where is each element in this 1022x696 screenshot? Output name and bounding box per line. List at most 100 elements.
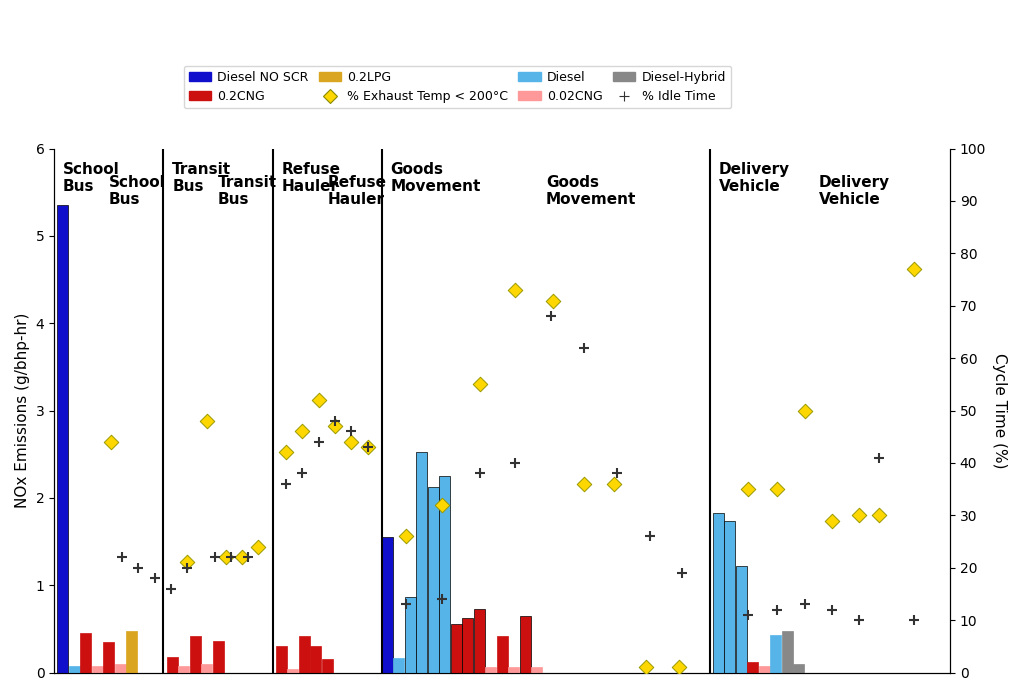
Point <box>740 609 756 620</box>
Bar <box>213 641 224 672</box>
Bar <box>771 635 781 672</box>
Point <box>670 662 687 673</box>
Point <box>343 426 360 437</box>
Point <box>609 468 625 479</box>
Point <box>327 416 343 427</box>
Bar <box>747 662 758 672</box>
Point <box>294 468 311 479</box>
Bar <box>759 666 770 672</box>
Point <box>278 478 294 489</box>
Bar <box>782 631 793 672</box>
Point <box>360 442 376 453</box>
Point <box>278 447 294 458</box>
Point <box>343 436 360 448</box>
Point <box>796 599 812 610</box>
Point <box>398 599 414 610</box>
Bar <box>201 664 212 672</box>
Text: Goods
Movement: Goods Movement <box>546 175 636 207</box>
Bar <box>167 657 178 672</box>
Bar <box>103 642 114 672</box>
Text: School
Bus: School Bus <box>108 175 166 207</box>
Point <box>206 552 223 563</box>
Point <box>223 552 239 563</box>
Point <box>162 583 179 594</box>
Point <box>234 552 250 563</box>
Bar <box>190 636 200 672</box>
Bar <box>462 618 473 672</box>
Point <box>179 557 195 568</box>
Point <box>546 295 562 306</box>
Point <box>675 567 691 578</box>
Point <box>851 615 868 626</box>
Bar <box>276 647 287 672</box>
Bar <box>287 669 298 672</box>
Bar <box>298 636 310 672</box>
Point <box>796 405 812 416</box>
Point <box>871 509 887 521</box>
Point <box>311 395 327 406</box>
Point <box>575 342 592 354</box>
Bar <box>127 631 137 672</box>
Point <box>905 615 922 626</box>
Bar <box>68 666 80 672</box>
Point <box>294 426 311 437</box>
Point <box>905 264 922 275</box>
Point <box>871 452 887 464</box>
Bar <box>81 633 91 672</box>
Bar <box>439 476 451 672</box>
Y-axis label: NOx Emissions (g/bhp-hr): NOx Emissions (g/bhp-hr) <box>15 313 30 508</box>
Bar <box>474 609 484 672</box>
Point <box>327 420 343 432</box>
Bar <box>508 667 519 672</box>
Point <box>250 541 267 553</box>
Bar <box>57 205 68 672</box>
Point <box>146 573 162 584</box>
Legend: Diesel NO SCR, 0.2CNG, 0.2LPG, % Exhaust Temp < 200°C, Diesel, 0.02CNG, Diesel-H: Diesel NO SCR, 0.2CNG, 0.2LPG, % Exhaust… <box>184 65 731 108</box>
Bar <box>531 667 542 672</box>
Point <box>113 552 130 563</box>
Bar <box>92 665 103 672</box>
Text: School
Bus: School Bus <box>63 161 120 194</box>
Bar <box>114 664 126 672</box>
Point <box>507 457 523 468</box>
Point <box>770 604 786 615</box>
Point <box>239 552 256 563</box>
Bar <box>393 658 405 672</box>
Text: Goods
Movement: Goods Movement <box>390 161 481 194</box>
Bar <box>485 667 496 672</box>
Bar <box>428 487 438 672</box>
Y-axis label: Cycle Time (%): Cycle Time (%) <box>992 353 1007 468</box>
Bar <box>497 636 508 672</box>
Point <box>103 436 120 448</box>
Point <box>199 416 216 427</box>
Point <box>472 379 489 390</box>
Text: Transit
Bus: Transit Bus <box>218 175 277 207</box>
Point <box>434 594 451 605</box>
Bar <box>311 647 321 672</box>
Point <box>543 310 559 322</box>
Bar <box>405 596 416 672</box>
Bar <box>713 513 724 672</box>
Bar <box>519 616 530 672</box>
Point <box>740 484 756 495</box>
Point <box>824 515 840 526</box>
Point <box>179 562 195 574</box>
Point <box>851 509 868 521</box>
Point <box>130 562 146 574</box>
Text: Delivery
Vehicle: Delivery Vehicle <box>718 161 790 194</box>
Point <box>638 662 654 673</box>
Point <box>434 499 451 510</box>
Point <box>605 478 621 489</box>
Point <box>218 552 234 563</box>
Bar <box>793 664 804 672</box>
Point <box>824 604 840 615</box>
Bar <box>178 665 189 672</box>
Text: Refuse
Hauler: Refuse Hauler <box>281 161 340 194</box>
Point <box>642 531 658 542</box>
Point <box>360 442 376 453</box>
Text: Refuse
Hauler: Refuse Hauler <box>327 175 386 207</box>
Text: Transit
Bus: Transit Bus <box>172 161 231 194</box>
Bar <box>725 521 736 672</box>
Point <box>507 285 523 296</box>
Text: Delivery
Vehicle: Delivery Vehicle <box>819 175 890 207</box>
